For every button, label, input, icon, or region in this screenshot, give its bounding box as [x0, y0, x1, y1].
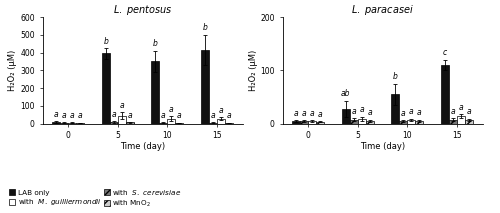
- Text: a: a: [112, 109, 116, 118]
- Bar: [118, 115, 126, 124]
- Bar: [168, 119, 175, 124]
- Text: a: a: [352, 107, 356, 116]
- Text: a: a: [169, 105, 173, 114]
- Text: b: b: [153, 39, 158, 48]
- Bar: [308, 121, 316, 124]
- Bar: [224, 123, 232, 124]
- Text: a: a: [120, 101, 124, 110]
- Text: a: a: [466, 107, 471, 116]
- Bar: [316, 122, 324, 124]
- Bar: [366, 121, 374, 124]
- Bar: [408, 120, 415, 124]
- Bar: [110, 122, 118, 124]
- Bar: [217, 119, 224, 124]
- Bar: [449, 120, 457, 124]
- Bar: [201, 50, 209, 124]
- Text: b: b: [202, 23, 207, 32]
- Text: a: a: [177, 111, 182, 121]
- Bar: [350, 120, 358, 124]
- Text: a: a: [54, 109, 58, 118]
- Title: $\it{L.}$ $\it{paracasei}$: $\it{L.}$ $\it{paracasei}$: [351, 3, 414, 17]
- Bar: [457, 116, 464, 124]
- Text: a: a: [409, 107, 414, 116]
- Text: a: a: [70, 111, 74, 120]
- Text: a: a: [368, 108, 372, 118]
- Bar: [76, 123, 84, 124]
- Text: a: a: [310, 109, 314, 118]
- Legend: LAB only, with  $\it{M.}$ $\it{guilliermondii}$, with  $\it{S.}$ $\it{cerevisiae: LAB only, with $\it{M.}$ $\it{guilliermo…: [8, 187, 182, 209]
- Text: a: a: [458, 103, 463, 112]
- Text: a: a: [161, 111, 166, 120]
- Text: b: b: [104, 37, 108, 46]
- Text: a: a: [318, 110, 322, 119]
- Text: c: c: [443, 48, 447, 57]
- Text: a: a: [401, 109, 406, 118]
- Bar: [160, 123, 168, 124]
- Bar: [126, 122, 134, 124]
- Bar: [292, 121, 300, 124]
- Bar: [358, 119, 366, 124]
- Text: a: a: [128, 111, 132, 120]
- Bar: [52, 122, 60, 124]
- Y-axis label: H₂O₂ (μM): H₂O₂ (μM): [8, 50, 18, 91]
- X-axis label: Time (day): Time (day): [120, 142, 165, 151]
- Bar: [400, 121, 407, 124]
- Text: ab: ab: [341, 89, 350, 98]
- Text: a: a: [226, 111, 231, 121]
- Text: b: b: [393, 72, 398, 81]
- Bar: [152, 61, 160, 124]
- Text: a: a: [360, 105, 364, 114]
- X-axis label: Time (day): Time (day): [360, 142, 405, 151]
- Text: a: a: [62, 111, 66, 120]
- Bar: [68, 123, 76, 124]
- Bar: [209, 123, 217, 124]
- Text: a: a: [294, 109, 298, 118]
- Bar: [102, 53, 110, 124]
- Bar: [342, 109, 350, 124]
- Y-axis label: H₂O₂ (μM): H₂O₂ (μM): [248, 50, 258, 91]
- Text: a: a: [302, 109, 306, 118]
- Title: $\it{L.}$ $\it{pentosus}$: $\it{L.}$ $\it{pentosus}$: [112, 3, 172, 17]
- Bar: [60, 123, 68, 124]
- Text: a: a: [210, 111, 215, 120]
- Bar: [300, 121, 308, 124]
- Text: a: a: [417, 108, 422, 118]
- Bar: [175, 123, 183, 124]
- Bar: [441, 65, 449, 124]
- Text: a: a: [78, 111, 82, 121]
- Bar: [415, 121, 423, 124]
- Text: a: a: [218, 106, 223, 115]
- Bar: [392, 94, 400, 124]
- Bar: [464, 120, 472, 124]
- Text: a: a: [450, 107, 455, 116]
